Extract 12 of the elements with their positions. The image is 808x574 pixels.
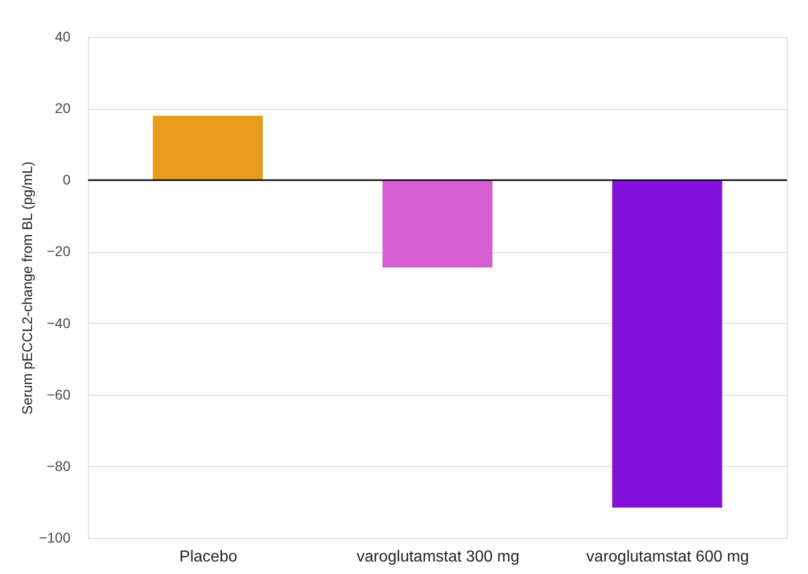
y-axis-title: Serum pECCL2-change from BL (pg/mL) bbox=[18, 161, 35, 415]
y-tick-label: 0 bbox=[62, 172, 71, 188]
y-tick-label: −80 bbox=[46, 458, 71, 474]
y-tick-label: −100 bbox=[38, 530, 71, 546]
y-tick-label: −20 bbox=[46, 243, 71, 260]
y-tick-label: −40 bbox=[46, 314, 71, 331]
x-tick-label: varoglutamstat 300 mg bbox=[356, 548, 520, 566]
y-tick-label: −60 bbox=[46, 386, 71, 402]
y-tick-label: 20 bbox=[54, 100, 71, 116]
y-tick-label: 40 bbox=[54, 28, 71, 44]
x-tick-label: varoglutamstat 600 mg bbox=[586, 548, 750, 566]
x-tick-label: Placebo bbox=[179, 548, 238, 566]
